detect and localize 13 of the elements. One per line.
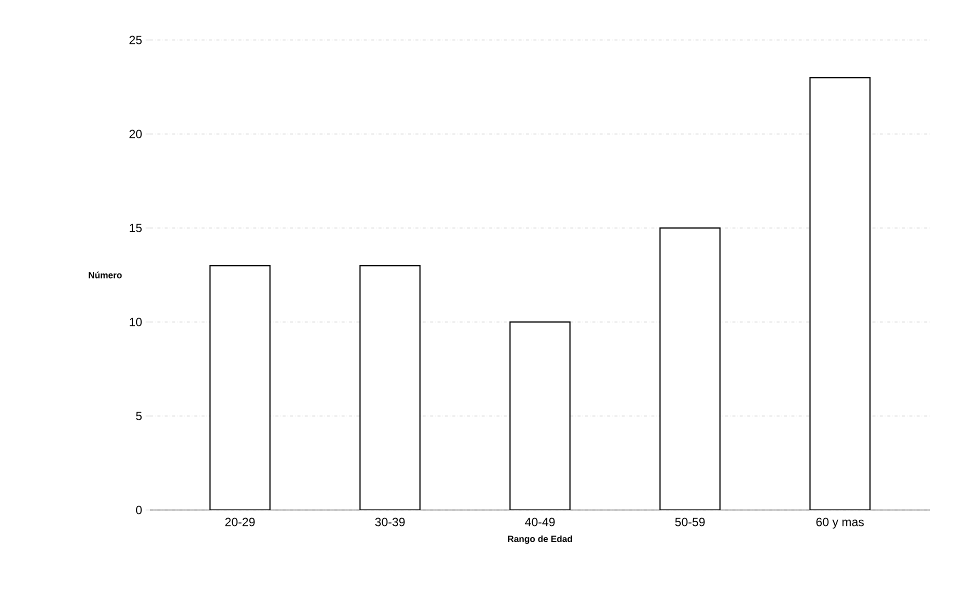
x-tick-label: 40-49 <box>524 518 555 526</box>
y-tick-label: 25 <box>130 36 142 44</box>
x-tick-label: 60 y mas <box>816 518 864 529</box>
y-tick-label: 20 <box>130 130 142 138</box>
x-tick-label: 20-29 <box>225 518 255 526</box>
y-axis-title: Número <box>88 272 122 278</box>
x-tick-label: 30-39 <box>375 518 405 526</box>
y-tick-label: 10 <box>130 318 142 326</box>
x-axis-title: Rango de Edad <box>508 535 572 544</box>
y-tick-label: 0 <box>136 506 142 514</box>
x-tick-label: 50-59 <box>675 518 705 526</box>
y-tick-label: 5 <box>136 412 142 420</box>
y-tick-label: 15 <box>130 224 142 232</box>
